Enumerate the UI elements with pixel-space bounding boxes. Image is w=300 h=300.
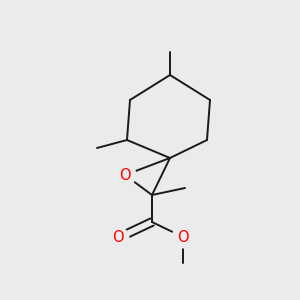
Text: O: O <box>177 230 189 244</box>
Text: O: O <box>119 167 131 182</box>
Text: O: O <box>112 230 124 245</box>
Circle shape <box>107 227 129 249</box>
Circle shape <box>172 226 194 248</box>
Circle shape <box>114 164 136 186</box>
